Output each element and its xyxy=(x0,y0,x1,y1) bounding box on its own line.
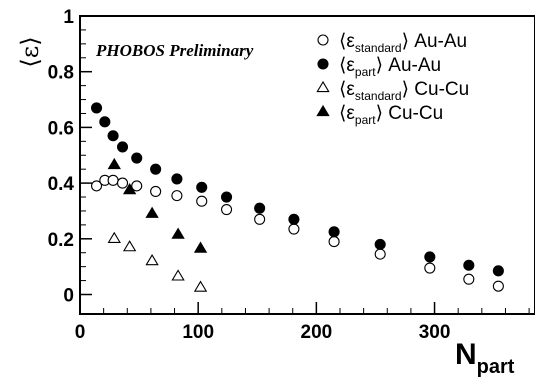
data-point xyxy=(492,280,504,292)
data-point xyxy=(116,177,129,189)
data-points xyxy=(90,102,504,292)
legend-entry: ⟨εstandard⟩ Cu-Cu xyxy=(339,79,469,103)
y-tick-label: 1 xyxy=(63,7,74,28)
legend-marker xyxy=(316,80,330,93)
data-point xyxy=(107,157,121,170)
data-point xyxy=(145,206,159,218)
data-point xyxy=(99,116,111,128)
x-axis-label-sub: part xyxy=(477,356,515,378)
data-point xyxy=(193,280,208,292)
x-tick-label: 200 xyxy=(301,322,333,343)
data-point xyxy=(150,185,162,198)
data-point xyxy=(374,238,386,250)
legend-entry: ⟨εpart⟩ Cu-Cu xyxy=(339,103,443,127)
annotation: PHOBOS Preliminary xyxy=(95,41,254,60)
data-point xyxy=(220,204,233,216)
data-point xyxy=(131,152,143,164)
data-point xyxy=(150,163,162,175)
data-point xyxy=(131,180,143,192)
axis-ticks xyxy=(79,15,530,314)
data-point xyxy=(116,141,129,153)
legend: ⟨εstandard⟩ Au-Au⟨εpart⟩ Au-Au⟨εstandard… xyxy=(316,31,469,127)
data-point xyxy=(328,226,340,238)
data-point xyxy=(107,130,119,142)
y-tick-label: 0.6 xyxy=(48,118,74,139)
data-point xyxy=(122,182,137,195)
plot-frame xyxy=(79,15,535,315)
x-axis-label-main: N xyxy=(455,338,477,371)
x-tick-label: 300 xyxy=(419,322,451,343)
y-axis-label: ⟨ε⟩ xyxy=(16,36,44,67)
tick-labels: 0 0.2 0.4 0.6 0.8 1 0 100 200 300 xyxy=(48,7,451,343)
data-point xyxy=(122,240,137,252)
legend-entry: ⟨εpart⟩ Au-Au xyxy=(339,55,441,79)
data-point xyxy=(374,248,386,260)
legend-marker xyxy=(316,104,330,117)
data-point xyxy=(107,174,119,186)
data-point xyxy=(220,191,233,203)
data-point xyxy=(254,213,266,225)
y-tick-label: 0.4 xyxy=(48,174,75,195)
data-point xyxy=(90,180,103,192)
data-point xyxy=(492,265,504,277)
data-point xyxy=(171,227,185,239)
data-point xyxy=(107,231,121,243)
data-point xyxy=(463,259,475,271)
legend-entry: ⟨εstandard⟩ Au-Au xyxy=(339,31,467,55)
data-point xyxy=(424,251,436,263)
data-point xyxy=(171,173,183,185)
data-point xyxy=(171,190,183,202)
legend-marker xyxy=(317,58,329,70)
data-point xyxy=(171,269,185,281)
data-point xyxy=(90,102,103,114)
data-point xyxy=(196,181,208,193)
y-tick-label: 0 xyxy=(63,286,74,307)
x-tick-label: 100 xyxy=(182,322,214,343)
data-point xyxy=(424,262,436,274)
data-point xyxy=(193,241,208,253)
x-tick-label: 0 xyxy=(75,322,86,343)
legend-marker xyxy=(317,34,329,46)
x-axis-label: Npart xyxy=(455,338,515,378)
data-point xyxy=(328,236,340,248)
data-point xyxy=(463,273,475,285)
data-point xyxy=(196,195,208,207)
y-tick-label: 0.2 xyxy=(48,230,74,251)
data-point xyxy=(145,254,159,266)
y-tick-label: 0.8 xyxy=(48,63,74,84)
data-point xyxy=(254,202,266,214)
data-point xyxy=(288,213,300,225)
data-point xyxy=(288,223,300,235)
